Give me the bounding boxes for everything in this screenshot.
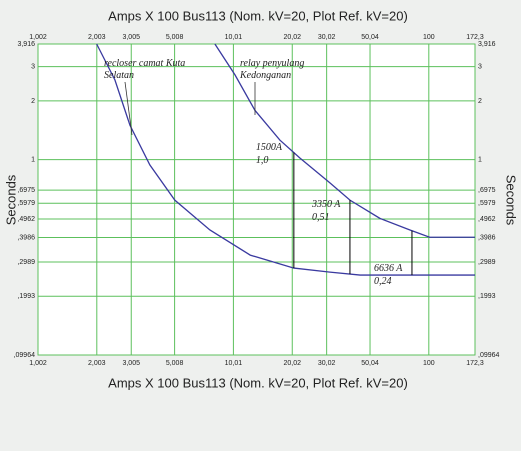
y-tick-label: ,5979 [478, 200, 496, 207]
marker-label: 6636 A [374, 263, 403, 274]
curve [96, 43, 475, 276]
y-tick-label: ,6975 [17, 187, 35, 194]
y-tick-label: ,1993 [17, 293, 35, 300]
x-tick-label: 50,04 [361, 360, 379, 367]
y-tick-label: 3,916 [17, 41, 35, 48]
y-tick-label: ,6975 [478, 187, 496, 194]
x-tick-label: 1,002 [29, 34, 47, 41]
x-tick-label: 30,02 [318, 360, 336, 367]
y-tick-label: ,4962 [17, 216, 35, 223]
y-tick-label: ,4962 [478, 216, 496, 223]
y-tick-label: 3,916 [478, 41, 496, 48]
leader-line [124, 81, 133, 136]
x-tick-label: 100 [423, 360, 435, 367]
x-tick-label: 10,01 [225, 34, 243, 41]
y-tick-label: 1 [478, 156, 482, 163]
x-tick-label: 30,02 [318, 34, 336, 41]
x-tick-label: 5,008 [166, 34, 184, 41]
marker-label: 1500A [256, 142, 283, 153]
y-tick-label: 3 [478, 63, 482, 70]
marker-value: 1,0 [256, 155, 269, 166]
plot-area [37, 43, 476, 356]
x-tick-label: 20,02 [283, 360, 301, 367]
y-tick-label: 3 [31, 63, 35, 70]
x-tick-label: 5,008 [166, 360, 184, 367]
x-axis-title: Amps X 100 Bus113 (Nom. kV=20, Plot Ref.… [108, 375, 408, 390]
y-tick-label: ,09964 [478, 352, 500, 359]
x-tick-label: 10,01 [225, 360, 243, 367]
x-axis-title: Amps X 100 Bus113 (Nom. kV=20, Plot Ref.… [108, 8, 408, 23]
x-tick-label: 1,002 [29, 360, 47, 367]
marker-value: 0,51 [312, 212, 330, 223]
y-tick-label: 1 [31, 156, 35, 163]
marker-label: 3350 A [311, 199, 341, 210]
y-tick-label: ,3986 [478, 234, 496, 241]
x-tick-label: 3,005 [122, 360, 140, 367]
x-tick-label: 3,005 [122, 34, 140, 41]
marker-value: 0,24 [374, 276, 392, 287]
y-tick-label: 2 [478, 98, 482, 105]
x-tick-label: 172,3 [466, 360, 484, 367]
curve [214, 43, 475, 238]
x-tick-label: 20,02 [283, 34, 301, 41]
y-axis-title: Seconds [504, 175, 519, 226]
curve-label: relay penyulang Kedonganan [240, 58, 305, 81]
y-axis-title: Seconds [3, 174, 18, 225]
x-tick-label: 100 [423, 34, 435, 41]
curve-label: recloser camat Kuta Selatan [104, 58, 186, 81]
x-tick-label: 2,003 [88, 360, 106, 367]
y-tick-label: ,09964 [14, 352, 36, 359]
x-tick-label: 172,3 [466, 34, 484, 41]
x-tick-label: 50,04 [361, 34, 379, 41]
x-tick-label: 2,003 [88, 34, 106, 41]
y-tick-label: ,2989 [17, 259, 35, 266]
y-tick-label: ,1993 [478, 293, 496, 300]
y-tick-label: 2 [31, 98, 35, 105]
y-tick-label: ,2989 [478, 259, 496, 266]
y-tick-label: ,3986 [17, 234, 35, 241]
y-tick-label: ,5979 [17, 200, 35, 207]
